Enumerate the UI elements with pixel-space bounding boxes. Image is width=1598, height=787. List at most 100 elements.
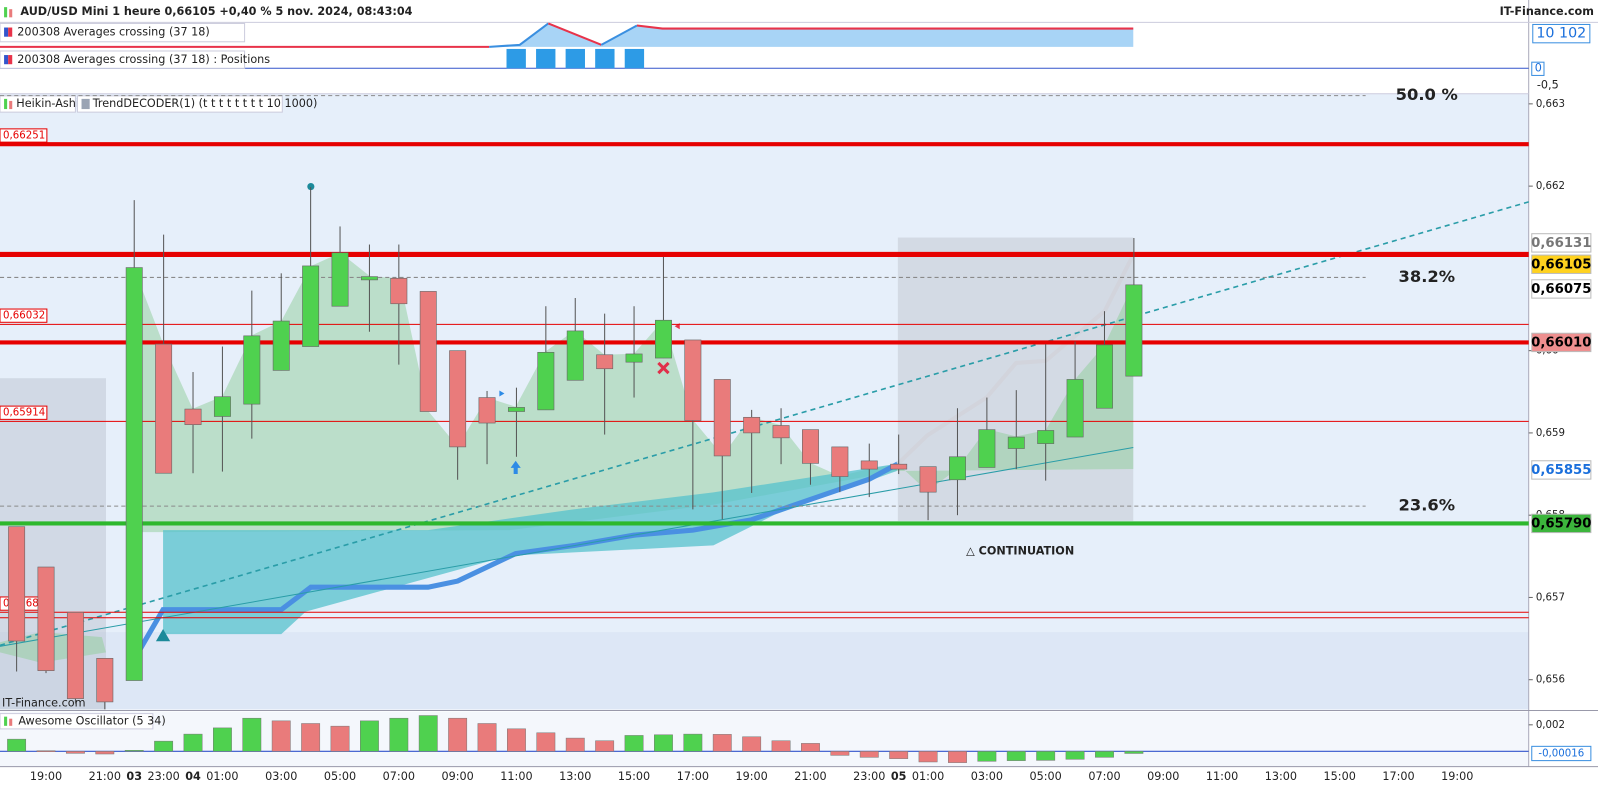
crossing-line <box>547 22 602 46</box>
level-label-box <box>0 405 48 420</box>
x-tick-label: 04 <box>185 770 201 783</box>
candle-body <box>331 252 349 307</box>
oscillator-bar <box>360 720 379 752</box>
x-tick-label: 15:00 <box>618 770 650 783</box>
oscillator-bar <box>1065 751 1085 760</box>
x-tick-label: 11:00 <box>1206 770 1238 783</box>
oscillator-bar <box>301 723 321 752</box>
price-label-box <box>1531 513 1592 534</box>
oscillator-bar <box>7 738 27 752</box>
candle-body <box>419 291 437 412</box>
candle-body <box>1125 284 1143 377</box>
x-tick-label: 23:00 <box>147 770 179 783</box>
oscillator-bar <box>242 717 262 752</box>
legend-box <box>0 713 154 730</box>
icon <box>8 55 13 65</box>
oscillator-bar <box>124 750 144 752</box>
x-tick-label: 19:00 <box>736 770 768 783</box>
candle-body <box>449 350 467 448</box>
candle-body <box>684 339 702 421</box>
level-label-box <box>0 308 48 323</box>
x-tick-label: 01:00 <box>912 770 944 783</box>
level-label: 0,66251 <box>3 131 45 142</box>
x-tick-label: 03:00 <box>971 770 1003 783</box>
watermark: IT-Finance.com <box>2 696 86 709</box>
price-label-box <box>1531 254 1592 274</box>
main-panel-lower <box>0 632 1529 710</box>
candle-body <box>890 463 908 470</box>
icon <box>9 9 13 18</box>
x-tick-label: 13:00 <box>1265 770 1297 783</box>
x-tick-label: 03:00 <box>265 770 297 783</box>
candle-body <box>596 354 614 370</box>
candle-body <box>831 446 849 477</box>
price-label: 0,65855 <box>1531 463 1591 478</box>
oscillator-bar <box>1006 751 1026 761</box>
oscillator-bar <box>65 751 85 754</box>
candle-body <box>37 566 55 671</box>
x-tick-label: 01:00 <box>206 770 238 783</box>
crossing-line <box>636 24 1134 30</box>
fib-label: 50.0 % <box>1396 85 1458 104</box>
price-label: 0,66075 <box>1531 282 1591 297</box>
candle-body <box>184 408 202 425</box>
price-label: 0,66010 <box>1531 335 1591 350</box>
x-tick-label: 21:00 <box>794 770 826 783</box>
x-tick-label: 19:00 <box>30 770 62 783</box>
signal-arrow <box>510 460 521 475</box>
oscillator-bar <box>212 727 232 752</box>
legend-label: TrendDECODER(1) (t t t t t t t t 10 1000… <box>92 97 318 110</box>
candle-body <box>478 397 496 424</box>
signal-dot <box>307 182 315 191</box>
trend-cloud <box>163 463 897 635</box>
oscillator-bar <box>95 751 115 755</box>
oscillator-title: Awesome Oscillator (5 34) <box>18 715 165 728</box>
panel-tick: 0 <box>1535 61 1542 74</box>
icon <box>81 98 90 110</box>
value-label: -0,00016 <box>1538 748 1584 759</box>
candle-body <box>625 353 643 363</box>
value-box <box>1532 23 1591 44</box>
icon <box>9 100 13 110</box>
icon <box>4 716 8 726</box>
candle-body <box>213 396 231 417</box>
x-tick-label: 11:00 <box>500 770 532 783</box>
x-tick-label: 17:00 <box>677 770 709 783</box>
oscillator-bar <box>154 740 174 752</box>
trend-area <box>133 252 1134 533</box>
signal-triangle <box>155 628 171 642</box>
candle-body <box>919 466 937 493</box>
candle-body <box>1037 430 1055 444</box>
oscillator-bar <box>1095 751 1114 758</box>
icon <box>4 27 9 37</box>
x-tick-label: 21:00 <box>89 770 121 783</box>
panel-label: 200308 Averages crossing (37 18) : Posit… <box>17 53 270 66</box>
x-tick-label: 23:00 <box>853 770 885 783</box>
candle-body <box>155 343 173 474</box>
crossing-line <box>600 24 638 46</box>
candle-body <box>1007 436 1025 449</box>
oscillator-bar <box>536 732 556 752</box>
oscillator-bar <box>565 737 585 752</box>
oscillator-bar <box>36 750 56 752</box>
panel-label-box <box>0 22 246 43</box>
panel-tick: -0,5 <box>1537 79 1559 92</box>
candle-body <box>507 407 525 412</box>
x-tick-label: 05 <box>891 770 907 783</box>
oscillator-bar <box>889 751 909 759</box>
candle-body <box>566 330 584 381</box>
x-tick-label: 15:00 <box>1324 770 1356 783</box>
icon <box>4 98 8 110</box>
candle-body <box>949 456 966 481</box>
header-title: AUD/USD Mini 1 heure 0,66105 +0,40 % 5 n… <box>20 5 412 18</box>
positions-blocks <box>506 48 645 69</box>
candle-body <box>772 425 790 439</box>
candle-body <box>537 351 555 411</box>
oscillator-bar <box>448 717 468 752</box>
annotation: △ CONTINUATION <box>966 545 1074 558</box>
candle-body <box>8 526 26 642</box>
x-tick-label: 09:00 <box>1147 770 1179 783</box>
oscillator-bar <box>477 723 497 752</box>
candle-body <box>802 429 819 464</box>
